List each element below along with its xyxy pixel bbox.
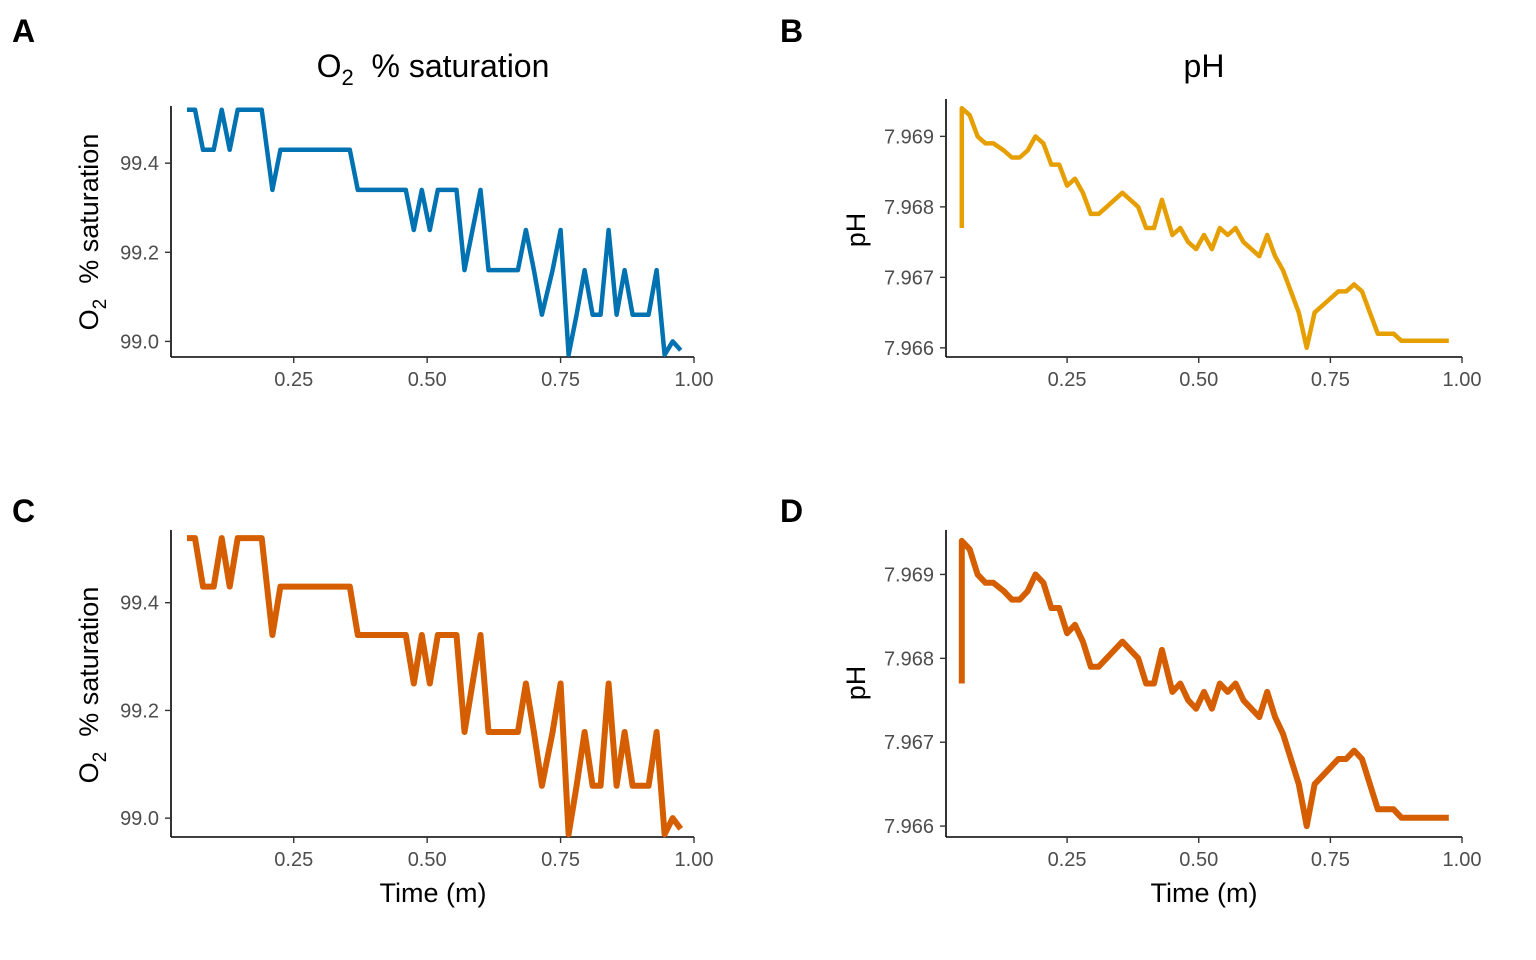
panel-b-y-tick-label: 7.969 xyxy=(884,126,934,148)
panel-b-x-tick-label: 1.00 xyxy=(1443,369,1482,391)
panel-label-c: C xyxy=(12,493,35,529)
panel-c-x-axis-title: Time (m) xyxy=(380,878,487,908)
panel-d-y-tick-label: 7.967 xyxy=(884,732,934,754)
panel-d-x-tick-label: 0.25 xyxy=(1048,849,1087,871)
panel-c-y-tick-label: 99.0 xyxy=(120,808,159,830)
panel-a-ylabel-subscript: 2 xyxy=(90,299,111,310)
panel-b-y-tick-label: 7.966 xyxy=(884,338,934,360)
panel-b-plot-area: 0.25 0.50 0.75 1.00 7.966 7.967 7.968 7.969 xyxy=(884,105,1482,391)
panel-a-title-subscript: 2 xyxy=(341,65,353,90)
panel-c-ylabel-o: O xyxy=(74,762,104,783)
panel-a-y-tick-label: 99.0 xyxy=(120,331,159,353)
panel-c-plot-area: 0.25 0.50 0.75 1.00 99.0 99.2 99.4 xyxy=(120,535,714,871)
panel-c-x-tick-label: 0.25 xyxy=(274,849,313,871)
panel-c-ylabel-subscript: 2 xyxy=(90,752,111,763)
panel-label-a: A xyxy=(12,13,35,49)
panel-a-y-tick-label: 99.2 xyxy=(120,242,159,264)
panel-d-x-tick-label: 0.75 xyxy=(1311,849,1350,871)
panel-d-plot-area: 0.25 0.50 0.75 1.00 7.966 7.967 7.968 7.969 xyxy=(884,537,1482,871)
panel-b-y-tick-label: 7.968 xyxy=(884,197,934,219)
panel-d-y-tick-label: 7.966 xyxy=(884,816,934,838)
panel-d-x-axis-title: Time (m) xyxy=(1151,878,1258,908)
panel-a-title-o: O xyxy=(317,48,342,84)
panel-a-y-tick-label: 99.4 xyxy=(120,153,159,175)
panel-d-y-axis-title: pH xyxy=(841,666,871,701)
panel-c-x-tick-label: 1.00 xyxy=(675,849,714,871)
panel-a-title: O2 % saturation xyxy=(317,48,550,90)
panel-a-plot-area: 0.25 0.50 0.75 1.00 99.0 99.2 99.4 xyxy=(120,107,714,391)
panel-b-x-tick-label: 0.25 xyxy=(1048,369,1087,391)
panel-label-d: D xyxy=(780,493,803,529)
panel-c-y-axis-title: O2 % saturation xyxy=(74,587,111,784)
panel-a-x-tick-label: 0.25 xyxy=(274,369,313,391)
panel-c-x-tick-label: 0.50 xyxy=(408,849,447,871)
panel-b-title: pH xyxy=(1184,48,1225,84)
panel-a-x-tick-label: 1.00 xyxy=(675,369,714,391)
panel-d-x-tick-label: 0.50 xyxy=(1179,849,1218,871)
panel-b: B pH pH 0.25 0.50 0.75 1.00 7.966 7.967 7.968 7… xyxy=(780,13,1481,391)
panel-d-x-tick-label: 1.00 xyxy=(1443,849,1482,871)
panel-d-y-tick-label: 7.969 xyxy=(884,564,934,586)
panel-c-ylabel-rest: % saturation xyxy=(74,587,104,752)
panel-b-x-tick-label: 0.50 xyxy=(1179,369,1218,391)
panel-a-series-line xyxy=(187,107,683,358)
panel-c-x-tick-label: 0.75 xyxy=(541,849,580,871)
panel-b-x-tick-label: 0.75 xyxy=(1311,369,1350,391)
panel-a-x-tick-label: 0.75 xyxy=(541,369,580,391)
panel-c-y-tick-label: 99.4 xyxy=(120,593,159,615)
panel-c: C O2 % saturation Time (m) 0.25 0.50 0.75 1… xyxy=(12,493,713,908)
panel-a-ylabel-rest: % saturation xyxy=(74,134,104,299)
panel-a-ylabel-o: O xyxy=(74,309,104,330)
panel-b-y-axis-title: pH xyxy=(841,213,871,248)
panel-c-y-tick-label: 99.2 xyxy=(120,700,159,722)
panel-d-series-line xyxy=(958,537,1449,830)
panel-a-title-rest: % saturation xyxy=(354,48,550,84)
panel-a: A O2 % saturation O2 % saturation 0.25 0.… xyxy=(12,13,713,391)
panel-label-b: B xyxy=(780,13,803,49)
panel-d: D pH Time (m) 0.25 0.50 0.75 1.00 7.966 7.967… xyxy=(780,493,1481,908)
panel-a-x-tick-label: 0.50 xyxy=(408,369,447,391)
panel-b-y-tick-label: 7.967 xyxy=(884,267,934,289)
panel-a-y-axis-title: O2 % saturation xyxy=(74,134,111,331)
panel-b-series-line xyxy=(959,105,1449,351)
panel-c-series-line xyxy=(187,535,684,838)
panel-d-y-tick-label: 7.968 xyxy=(884,648,934,670)
